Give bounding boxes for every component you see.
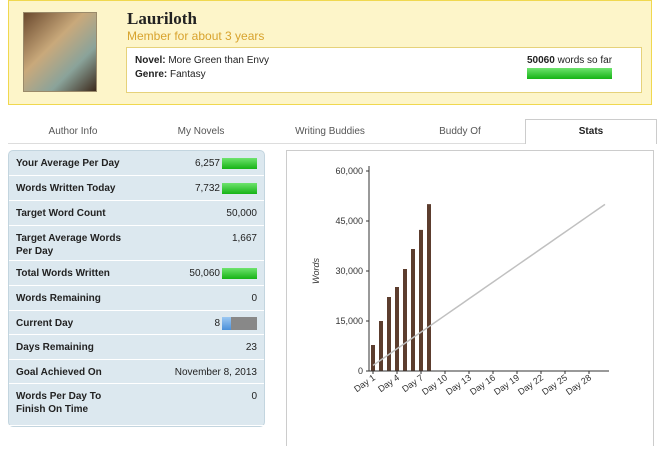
tab[interactable]: Author Info bbox=[48, 126, 98, 137]
stat-value: 50,060 bbox=[189, 268, 220, 279]
bar bbox=[371, 345, 375, 371]
stat-value: 0 bbox=[251, 293, 257, 304]
tab-divider bbox=[8, 143, 654, 144]
stat-row: Your Average Per Day 6,257 bbox=[9, 151, 264, 176]
progress-bar bbox=[527, 68, 612, 79]
y-tick-label: 0 bbox=[358, 366, 363, 376]
tab[interactable]: Writing Buddies bbox=[295, 126, 365, 137]
x-tick-label: Day 1 bbox=[352, 372, 377, 394]
stat-value: 50,000 bbox=[226, 208, 257, 219]
x-tick-label: Day 16 bbox=[468, 372, 497, 397]
stat-value: 1,667 bbox=[231, 233, 257, 244]
bar bbox=[411, 249, 415, 371]
stat-row: Words Remaining 0 bbox=[9, 286, 264, 311]
mini-bar bbox=[222, 158, 257, 169]
day-bar-fill bbox=[222, 316, 231, 330]
x-tick-label: Day 28 bbox=[564, 372, 593, 397]
novel-box: Novel: More Green than Envy Genre: Fanta… bbox=[126, 47, 642, 93]
y-tick-label: 30,000 bbox=[335, 266, 363, 276]
x-tick-label: Day 19 bbox=[492, 372, 521, 397]
bar bbox=[419, 229, 423, 371]
stat-label: Target Average Words Per Day bbox=[16, 233, 122, 257]
stat-value: November 8, 2013 bbox=[174, 366, 257, 378]
stat-row: Total Words Written 50,060 bbox=[9, 261, 264, 286]
stat-label: Total Words Written bbox=[16, 268, 110, 279]
stat-row: Current Day 8 bbox=[9, 311, 264, 335]
stat-row: Words Per Day To Finish On Time 0 bbox=[9, 384, 264, 426]
stat-label: Current Day bbox=[16, 317, 74, 329]
x-tick-label: Day 25 bbox=[540, 372, 569, 397]
tab[interactable]: Buddy Of bbox=[439, 126, 481, 137]
stats-panel: Your Average Per Day 6,257 Words Written T… bbox=[8, 150, 265, 427]
y-tick-label: 45,000 bbox=[335, 216, 363, 226]
genre-label: Genre: bbox=[135, 69, 168, 80]
avatar bbox=[23, 12, 97, 92]
word-count-suffix: words so far bbox=[557, 55, 613, 66]
mini-bar bbox=[222, 183, 257, 194]
stat-row: Target Word Count 50,000 bbox=[9, 201, 264, 226]
member-since: Member for about 3 years bbox=[127, 29, 265, 43]
profile-header: Lauriloth Member for about 3 years Novel… bbox=[8, 0, 652, 105]
novel-title[interactable]: More Green than Envy bbox=[168, 55, 269, 66]
stat-label: Days Remaining bbox=[16, 342, 94, 353]
tab[interactable]: Stats bbox=[525, 119, 657, 144]
stat-row: Target Average Words Per Day 1,667 bbox=[9, 226, 264, 261]
y-axis-label: Words bbox=[311, 258, 321, 285]
stat-label: Words Per Day To Finish On Time bbox=[16, 391, 102, 415]
stat-label: Words Written Today bbox=[16, 183, 116, 194]
y-tick-label: 15,000 bbox=[335, 316, 363, 326]
stat-row: Days Remaining 23 bbox=[9, 335, 264, 360]
stat-label: Words Remaining bbox=[16, 293, 101, 304]
bar bbox=[379, 321, 383, 371]
stat-value: 0 bbox=[251, 391, 257, 402]
y-tick-label: 60,000 bbox=[335, 166, 363, 176]
novel-label: Novel: bbox=[135, 55, 166, 66]
mini-bar bbox=[222, 268, 257, 279]
stat-row: Goal Achieved On November 8, 2013 bbox=[9, 360, 264, 384]
stat-row: Words Written Today 7,732 bbox=[9, 176, 264, 201]
stat-value: 8 bbox=[214, 317, 220, 329]
stat-value: 7,732 bbox=[194, 183, 220, 194]
chart: 0 15,000 30,000 45,000 60,000 Words Day 1 Day 4… bbox=[311, 166, 609, 397]
x-tick-label: Day 22 bbox=[516, 372, 545, 397]
bar bbox=[403, 269, 407, 371]
bar bbox=[395, 287, 399, 371]
word-count: 50060 bbox=[527, 55, 555, 66]
stat-value: 23 bbox=[245, 342, 257, 353]
tab[interactable]: My Novels bbox=[177, 126, 225, 137]
bar bbox=[387, 297, 391, 371]
x-tick-label: Day 10 bbox=[420, 372, 449, 397]
stat-label: Target Word Count bbox=[16, 208, 106, 219]
bar bbox=[427, 204, 431, 371]
x-tick-label: Day 4 bbox=[376, 372, 401, 394]
chart-panel: 0 15,000 30,000 45,000 60,000 Words Day 1 Day 4… bbox=[286, 150, 654, 446]
target-line bbox=[372, 203, 606, 367]
x-tick-label: Day 13 bbox=[444, 372, 473, 397]
stat-label: Your Average Per Day bbox=[16, 158, 120, 169]
user-name: Lauriloth bbox=[127, 9, 197, 28]
stat-label: Goal Achieved On bbox=[16, 366, 102, 378]
stat-value: 6,257 bbox=[194, 158, 220, 169]
genre: Fantasy bbox=[170, 69, 206, 80]
